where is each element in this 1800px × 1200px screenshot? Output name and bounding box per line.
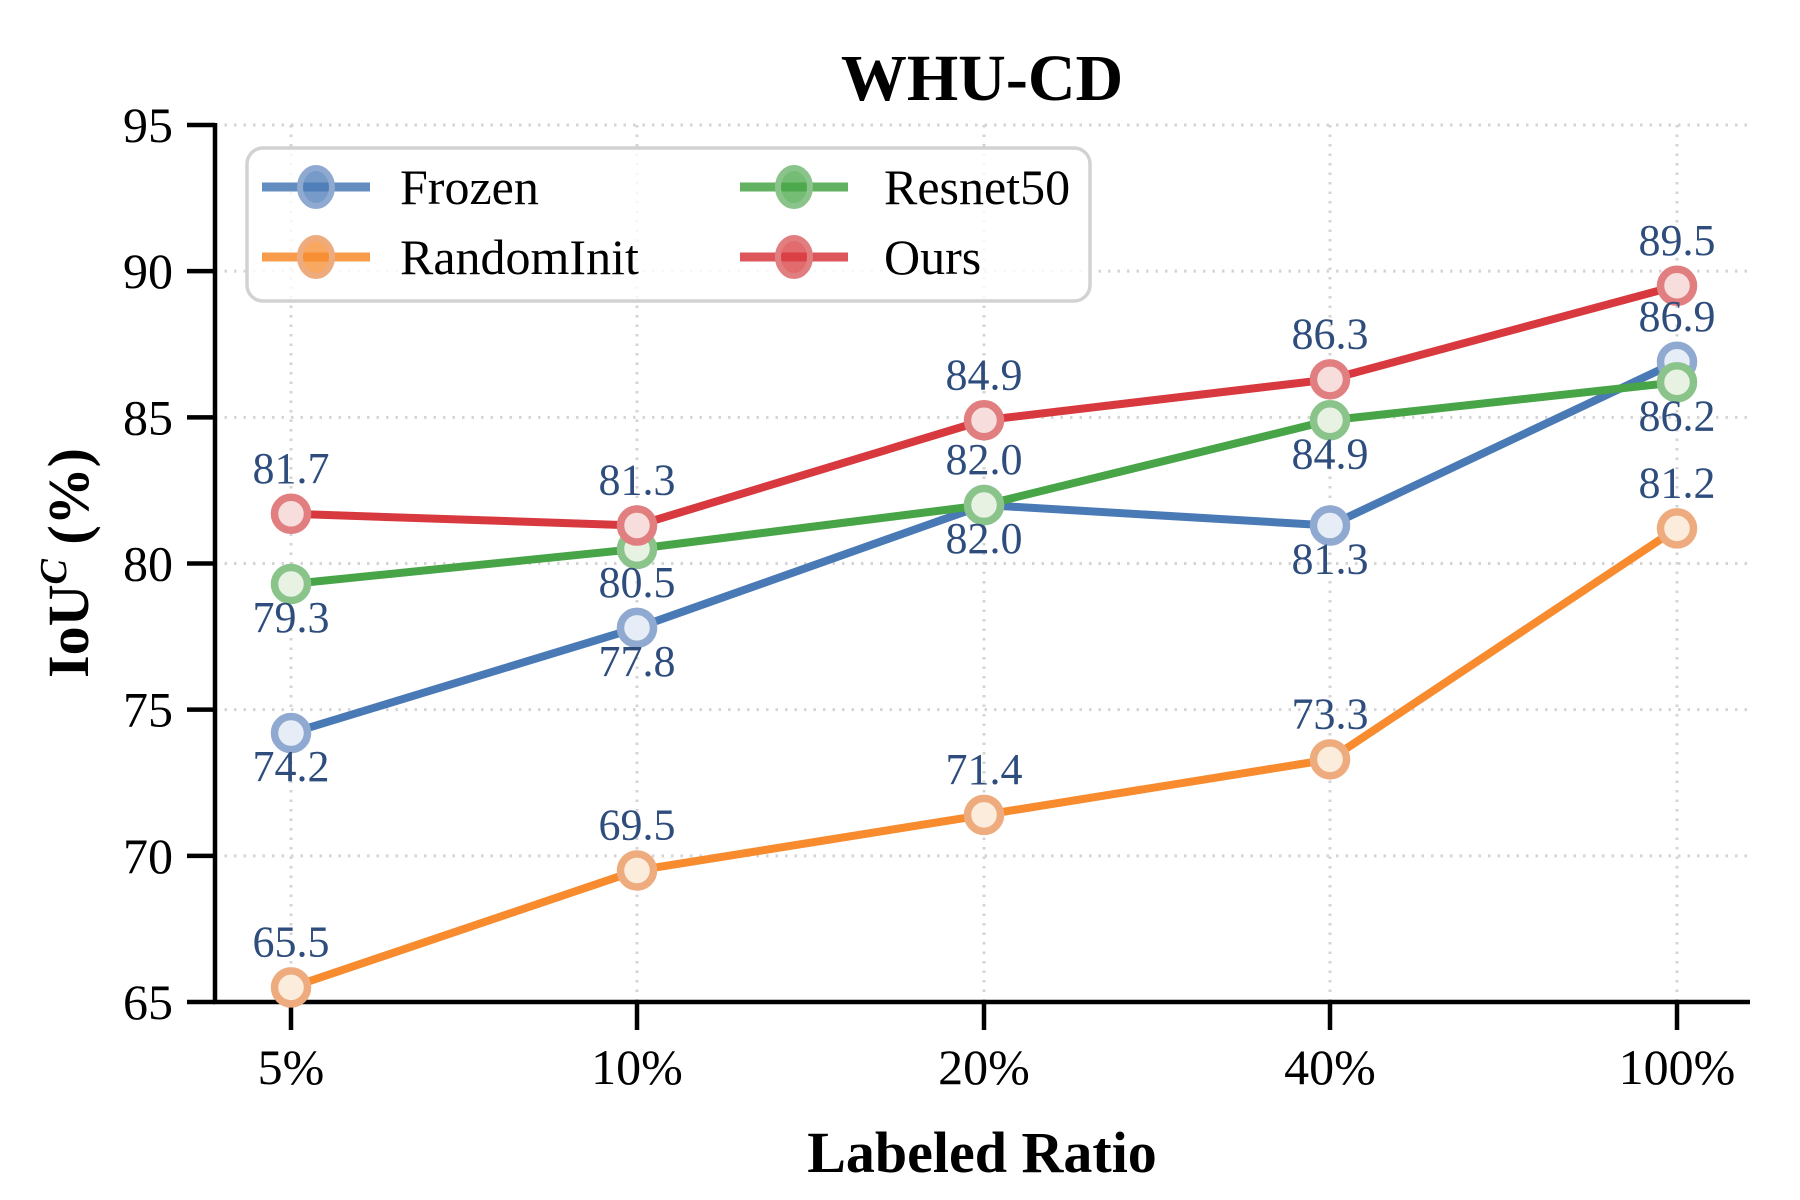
data-point-randominit [1309,739,1351,780]
legend-item-frozen: Frozen [262,159,539,215]
axes-layer: 65 70 75 80 85 90 95 5% 10% 20% 40% 100% [123,97,1750,1095]
chart-title: WHU-CD [841,42,1123,115]
point-label-frozen: 86.9 [1639,292,1716,341]
point-label-frozen: 81.3 [1292,534,1369,583]
point-label-randominit: 65.5 [253,917,330,966]
point-label-ours: 84.9 [946,350,1023,399]
point-label-layer: 74.2 77.8 82.0 81.3 86.9 65.5 69.5 71.4 73.3 81.2… [253,216,1716,967]
data-point-randominit [616,850,658,891]
legend-layer: Frozen RandomInit Resnet50 Ours [245,146,1092,303]
y-tick-label: 85 [123,389,173,445]
point-label-frozen: 74.2 [253,742,330,791]
data-point-randominit [1656,508,1698,549]
data-point-ours [1309,359,1351,400]
point-label-randominit: 69.5 [599,800,676,849]
point-label-resnet50: 86.2 [1639,391,1716,440]
point-label-randominit: 71.4 [946,745,1023,794]
legend-swatch-marker [775,235,813,279]
x-tick-label: 5% [258,1039,325,1095]
y-tick-label: 75 [123,682,173,738]
legend-swatch-marker [297,235,335,279]
legend-item-randominit: RandomInit [262,229,639,285]
legend-item-label: Resnet50 [884,159,1070,215]
y-axis-label: IoUC (%) [33,448,101,678]
point-label-resnet50: 82.0 [946,435,1023,484]
x-axis-label: Labeled Ratio [807,1120,1157,1185]
data-point-frozen [616,607,658,649]
legend-box [245,146,1092,303]
data-point-resnet50 [1656,362,1698,403]
data-point-ours [270,493,312,535]
data-point-ours [1656,265,1698,307]
legend-item-label: Ours [884,229,981,285]
legend-item-ours: Ours [740,229,981,285]
point-label-resnet50: 79.3 [253,593,330,642]
data-point-resnet50 [270,563,312,605]
legend-swatch-marker [775,165,813,209]
x-tick-label: 10% [591,1039,683,1095]
point-label-ours: 81.3 [599,455,676,504]
legend-item-label: RandomInit [400,229,639,285]
legend-item-resnet50: Resnet50 [740,159,1070,215]
point-label-randominit: 81.2 [1639,458,1716,507]
y-tick-label: 80 [123,536,173,592]
data-point-randominit [963,794,1005,836]
series-layer [270,265,1698,1008]
data-point-ours [963,400,1005,441]
data-point-randominit [270,967,312,1008]
point-label-frozen: 82.0 [946,514,1023,563]
y-tick-label: 70 [123,828,173,884]
point-label-ours: 86.3 [1292,309,1369,358]
data-point-resnet50 [1309,400,1351,441]
y-tick-label: 95 [123,97,173,153]
point-label-ours: 89.5 [1639,216,1716,265]
data-point-frozen [1309,505,1351,546]
y-tick-label: 90 [123,243,173,299]
x-tick-label: 40% [1284,1039,1376,1095]
legend-item-label: Frozen [400,159,539,215]
point-label-resnet50: 84.9 [1292,429,1369,478]
y-tick-label: 65 [123,974,173,1030]
data-point-resnet50 [963,484,1005,526]
x-tick-label: 20% [938,1039,1030,1095]
x-tick-label: 100% [1619,1039,1736,1095]
data-point-ours [616,505,658,546]
point-label-ours: 81.7 [253,444,330,493]
point-label-frozen: 77.8 [599,637,676,686]
point-label-resnet50: 80.5 [599,558,676,607]
legend-swatch-marker [297,165,335,209]
point-label-randominit: 73.3 [1292,689,1369,738]
data-point-frozen [270,712,312,754]
